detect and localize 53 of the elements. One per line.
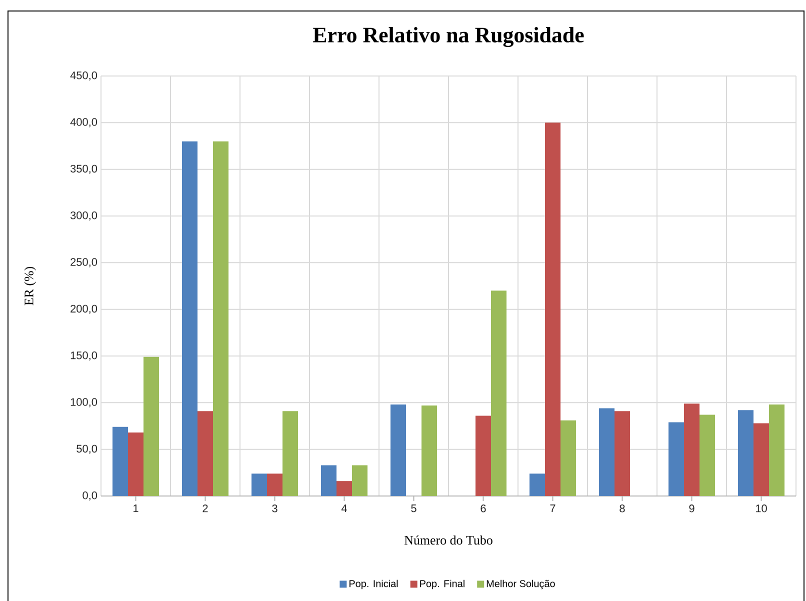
y-tick-label: 0,0 (82, 491, 98, 501)
bar (213, 141, 228, 496)
x-tick-label: 2 (202, 504, 208, 512)
y-axis-title: ER (%) (24, 266, 36, 306)
bar (112, 426, 128, 496)
bar (560, 420, 576, 496)
chart-title: Erro Relativo na Rugosidade (312, 27, 584, 48)
y-tick-label: 100,0 (70, 398, 98, 408)
bar (668, 422, 684, 496)
bar (321, 465, 336, 496)
y-tick-label: 200,0 (70, 304, 98, 314)
y-tick-label: 450,0 (70, 71, 98, 81)
bar (422, 405, 438, 496)
bar (182, 141, 198, 496)
y-tick-label: 250,0 (70, 258, 98, 268)
y-tick-label: 150,0 (70, 351, 98, 361)
x-tick-label: 6 (480, 504, 486, 512)
bar (352, 465, 368, 496)
bar (545, 122, 561, 496)
x-tick-label: 5 (411, 504, 416, 512)
bar (282, 411, 298, 496)
x-tick-label: 3 (272, 504, 278, 512)
x-tick-label: 4 (341, 504, 347, 512)
legend-label: Pop. Inicial (350, 580, 398, 590)
bar (476, 416, 492, 496)
x-tick-label: 1 (134, 504, 138, 512)
bar (267, 474, 282, 496)
bar (198, 411, 213, 496)
bar (491, 290, 507, 496)
bar (684, 404, 700, 496)
legend-label: Melhor Solução (486, 580, 555, 590)
bar (530, 474, 546, 496)
x-axis-title: Número do Tubo (404, 535, 492, 545)
bar (738, 410, 754, 496)
bar (700, 414, 716, 496)
x-tick-label: 7 (550, 504, 556, 512)
x-tick-label: 8 (620, 504, 625, 512)
bar (754, 423, 770, 496)
bar (769, 404, 785, 496)
x-tick-label: 9 (689, 504, 694, 512)
y-tick-label: 50,0 (76, 444, 98, 454)
bar (336, 481, 352, 496)
legend-label: Pop. Final (420, 580, 464, 590)
bar (128, 432, 144, 496)
bar (390, 404, 406, 496)
y-tick-label: 350,0 (70, 164, 98, 174)
bar (614, 411, 630, 496)
bar (144, 356, 159, 496)
y-tick-label: 300,0 (70, 211, 98, 221)
bar (252, 474, 267, 496)
x-tick-label: 10 (756, 504, 767, 512)
bar (599, 408, 615, 496)
y-tick-label: 400,0 (70, 118, 98, 128)
